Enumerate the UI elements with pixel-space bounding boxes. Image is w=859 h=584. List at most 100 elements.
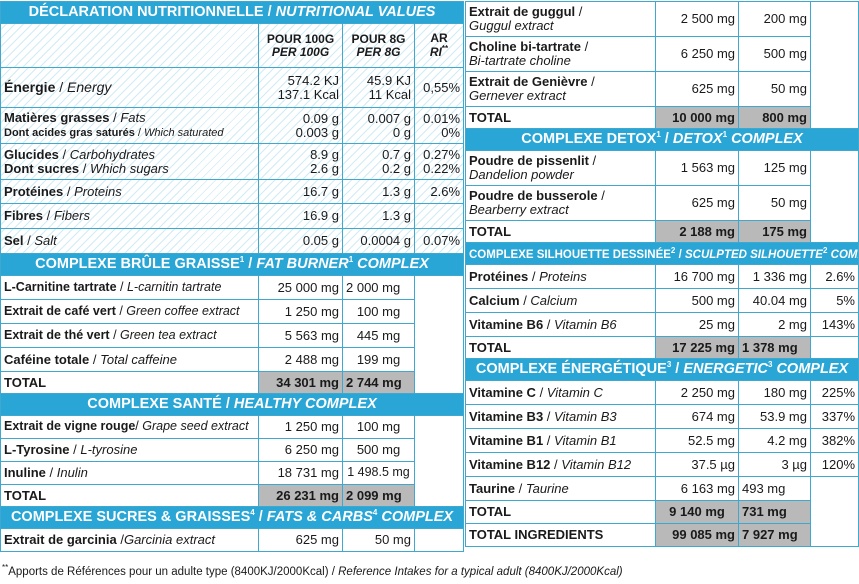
col-per8: POUR 8G PER 8G: [342, 23, 415, 68]
total-value: 34 301 mg: [258, 371, 343, 394]
left-table: DÉCLARATION NUTRITIONNELLE / NUTRITIONAL…: [0, 1, 465, 552]
row-label: Dont acides gras saturés: [4, 127, 135, 140]
mark: 1: [348, 255, 354, 265]
row-label: Protéines: [469, 268, 529, 284]
cell-value: 37.5 µg: [655, 452, 739, 477]
row-label-en: Garcinia extract: [123, 532, 215, 548]
nutrition-title: DÉCLARATION NUTRITIONNELLE: [28, 3, 264, 20]
table-row: Extrait de vigne rouge/ Grape seed extra…: [0, 415, 465, 507]
total-value: 2 188 mg: [655, 220, 739, 243]
blank-cell: [413, 528, 465, 552]
cell-value: 125 mg: [738, 150, 811, 186]
table-row: Calcium / Calcium 500 mg 40.04 mg 5%: [465, 288, 859, 313]
cell-value: 500 mg: [342, 438, 415, 462]
silhouette-header: COMPLEXE SILHOUETTE DESSINÉE2 / SCULPTED…: [465, 242, 859, 265]
row-label-en: Bi-tartrate choline: [469, 53, 571, 68]
section-title-en2: COMPLEX: [731, 131, 803, 148]
total-value: 9 140 mg: [655, 500, 739, 524]
cell-value: 200 mg: [738, 1, 811, 37]
row-label-en: Green tea extract: [120, 327, 217, 342]
blank-cell: [413, 415, 465, 507]
table-row: Vitamine B1 / Vitamin B1 52.5 mg 4.2 mg …: [465, 428, 859, 453]
row-label: Extrait de Genièvre: [469, 74, 588, 90]
cell-value: 1.3 g: [342, 179, 415, 204]
row-label-en: Proteins: [539, 268, 587, 284]
col1-label: POUR 100G: [266, 31, 335, 46]
sep: /: [675, 248, 685, 261]
col-per100: POUR 100G PER 100G: [258, 23, 343, 68]
total-row: TOTAL 9 140 mg 731 mg: [465, 500, 859, 524]
table-row: Fibres / Fibers 16.9 g 1.3 g: [0, 203, 465, 229]
footnote: **Apports de Références pour un adulte t…: [2, 563, 623, 578]
table-row: Matières grasses / Fats Dont acides gras …: [0, 107, 465, 144]
row-label: Extrait de guggul: [469, 4, 576, 20]
cell-value: 0.0004 g: [342, 228, 415, 254]
cell-value: 1 563 mg: [655, 150, 739, 186]
cell-value: 0.003 g: [295, 124, 339, 140]
cell-value: 25 000 mg: [258, 275, 343, 300]
total-row: TOTAL 10 000 mg 800 mg: [465, 106, 859, 129]
section-title-en: FATS & CARBS: [266, 509, 373, 526]
row-label: Calcium: [469, 292, 520, 308]
cell-value: 50 mg: [738, 71, 811, 107]
row-label: Vitamine B12: [469, 456, 551, 472]
row-label: Glucides: [4, 146, 59, 162]
cell-value: 180 mg: [738, 380, 811, 405]
mark: 2: [670, 245, 676, 255]
cell-value: 25 mg: [655, 312, 739, 337]
table-row: Poudre de pissenlit / Dandelion powder 1 …: [465, 150, 859, 243]
row-label-en: Green coffee extract: [126, 303, 240, 318]
cell-value: 137.1 Kcal: [277, 86, 339, 102]
row-label-en: Vitamin C: [546, 384, 603, 400]
row-label-en: Guggul extract: [469, 18, 554, 33]
row-label-en: L-carnitin tartrate: [126, 279, 222, 294]
cell-value: 6 250 mg: [258, 438, 343, 462]
total-value: 2 099 mg: [342, 484, 415, 507]
cell-value: 120%: [810, 452, 859, 477]
cell-value: 199 mg: [342, 347, 415, 372]
blank-cell: [810, 336, 859, 359]
total-value: 175 mg: [738, 220, 811, 243]
cell-value: 6 250 mg: [655, 36, 739, 72]
row-label-en: Energy: [67, 79, 112, 96]
total-value: 731 mg: [738, 500, 811, 524]
nutrition-header: DÉCLARATION NUTRITIONNELLE / NUTRITIONAL…: [0, 1, 465, 24]
table-row: Inuline / Inulin 18 731 mg 1 498.5 mg: [0, 461, 464, 485]
row-label-en: Proteins: [74, 183, 122, 199]
table-row: Protéines / Proteins 16 700 mg 1 336 mg …: [465, 264, 859, 289]
sep: /: [244, 256, 257, 273]
cell-value: 16 700 mg: [655, 264, 739, 289]
cell-value: 2.6%: [810, 264, 859, 289]
section-title: COMPLEXE SANTÉ: [87, 395, 222, 412]
row-label: Taurine: [469, 480, 515, 496]
total-row: TOTAL 34 301 mg 2 744 mg: [0, 371, 464, 394]
row-label-en: Calcium: [530, 292, 578, 308]
table-row: Caféine totale / Total caffeine 2 488 mg…: [0, 347, 464, 372]
total-label: TOTAL: [465, 220, 656, 243]
mark: 1: [656, 130, 661, 140]
cell-value: 1.3 g: [342, 203, 415, 229]
cell-value: 337%: [810, 404, 859, 429]
total-value: 800 mg: [738, 106, 811, 129]
footnote-en: Reference Intakes for a typical adult (8…: [338, 565, 623, 578]
cell-value: 0.007 g: [367, 110, 411, 126]
cell-value: 0.27%: [423, 146, 461, 162]
table-row: Extrait de Genièvre / Gernever extract 62…: [465, 71, 859, 107]
col3-label-en: RI: [429, 45, 442, 59]
cell-value: 5%: [810, 288, 859, 313]
cell-value: 1 250 mg: [258, 299, 343, 324]
cell-value: 40.04 mg: [738, 288, 811, 313]
mark: 1: [239, 255, 245, 265]
total-value: 26 231 mg: [258, 484, 343, 507]
cell-value: 625 mg: [655, 185, 739, 221]
row-label: Vitamine B1: [469, 432, 544, 448]
cell-value: 8.9 g: [310, 146, 339, 162]
total-label: TOTAL: [0, 371, 259, 394]
section-title: COMPLEXE ÉNERGÉTIQUE: [475, 361, 667, 378]
sep: /: [660, 131, 673, 148]
row-label-en: Fats: [120, 110, 146, 126]
cell-value: 1 498.5 mg: [342, 461, 415, 485]
row-label-en: Gernever extract: [469, 88, 566, 103]
grand-total-row: TOTAL INGREDIENTS 99 085 mg 7 927 mg: [465, 523, 859, 547]
row-label-en: Vitamin B12: [561, 456, 632, 472]
